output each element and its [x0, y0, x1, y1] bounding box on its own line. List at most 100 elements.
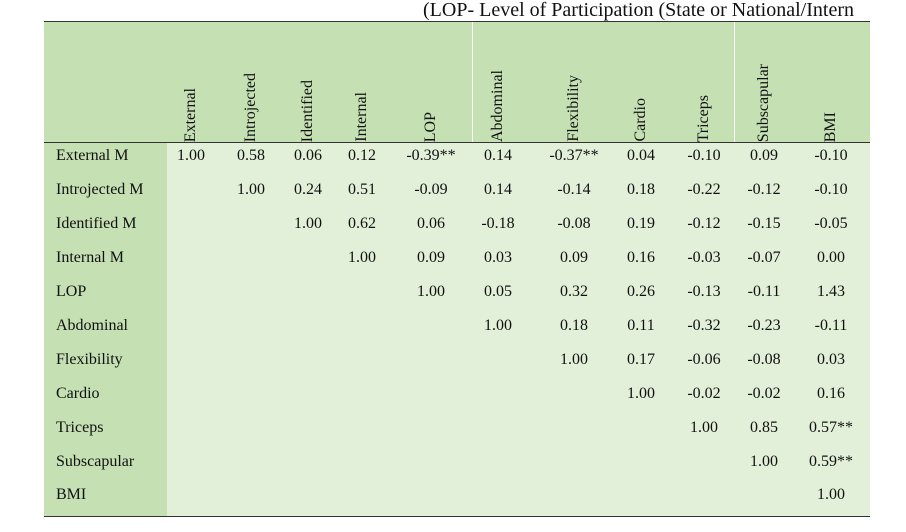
- table-cell: 0.03: [817, 351, 845, 368]
- table-cell: -0.06: [687, 351, 721, 368]
- table-cell: 0.59**: [809, 453, 853, 470]
- table-cell: -0.02: [747, 385, 781, 402]
- table-cell: -0.05: [814, 215, 848, 232]
- table-header: [44, 22, 870, 143]
- table-cell: 0.03: [484, 249, 512, 266]
- table-cell: -0.18: [481, 215, 515, 232]
- table-cell: -0.32: [687, 317, 721, 334]
- table-cell: 1.00: [294, 215, 322, 232]
- column-header-label: External: [182, 87, 199, 142]
- column-header: BMI: [822, 22, 840, 142]
- table-cell: 0.85: [750, 419, 778, 436]
- table-cell: 0.12: [348, 147, 376, 164]
- column-header-label: Identified: [299, 79, 316, 142]
- table-cell: 0.11: [627, 317, 655, 334]
- row-label: LOP: [56, 283, 87, 300]
- column-header: Identified: [299, 22, 317, 142]
- table-cell: -0.39**: [406, 147, 456, 164]
- table-cell: 0.57**: [809, 419, 853, 436]
- table-cell: -0.12: [687, 215, 721, 232]
- table-cell: 0.05: [484, 283, 512, 300]
- table-cell: -0.08: [557, 215, 591, 232]
- header-divider: [734, 22, 735, 142]
- column-header-label: Internal: [353, 92, 370, 142]
- table-cell: 1.00: [348, 249, 376, 266]
- row-label: External M: [56, 147, 129, 164]
- table-cell: 0.09: [560, 249, 588, 266]
- row-label: BMI: [56, 486, 87, 503]
- table-cell: 1.00: [177, 147, 205, 164]
- table-cell: 1.00: [627, 385, 655, 402]
- table-cell: -0.07: [747, 249, 781, 266]
- table-cell: -0.22: [687, 181, 721, 198]
- table-cell: -0.37**: [549, 147, 599, 164]
- column-header-label: Triceps: [695, 94, 712, 142]
- table-cell: 0.19: [627, 215, 655, 232]
- column-header: LOP: [422, 22, 440, 142]
- table-cell: 0.58: [237, 147, 265, 164]
- table-cell: -0.15: [747, 215, 781, 232]
- column-header: Triceps: [695, 22, 713, 142]
- column-header-label: Introjected: [242, 72, 259, 142]
- table-cell: 0.04: [627, 147, 655, 164]
- table-cell: 0.16: [627, 249, 655, 266]
- table-cell: 0.32: [560, 283, 588, 300]
- table-cell: -0.11: [747, 283, 781, 300]
- row-label: Introjected M: [56, 181, 144, 198]
- table-cell: 0.26: [627, 283, 655, 300]
- table-cell: -0.14: [557, 181, 591, 198]
- column-header: External: [182, 22, 200, 142]
- table-cell: 0.51: [348, 181, 376, 198]
- table-cell: 1.43: [817, 283, 845, 300]
- table-cell: 0.09: [750, 147, 778, 164]
- column-header: Internal: [353, 22, 371, 142]
- table-cell: 0.14: [484, 181, 512, 198]
- column-header: Cardio: [632, 22, 650, 142]
- column-header-label: BMI: [822, 111, 839, 142]
- column-header-label: Flexibility: [565, 75, 582, 142]
- row-label: Triceps: [56, 419, 104, 436]
- table-cell: 1.00: [560, 351, 588, 368]
- table-cell: -0.12: [747, 181, 781, 198]
- row-label: Flexibility: [56, 351, 123, 368]
- column-header-label: LOP: [422, 111, 439, 142]
- table-cell: -0.03: [687, 249, 721, 266]
- table-cell: -0.13: [687, 283, 721, 300]
- table-cell: 1.00: [417, 283, 445, 300]
- table-cell: 0.18: [627, 181, 655, 198]
- table-cell: 0.06: [294, 147, 322, 164]
- table-cell: 0.09: [417, 249, 445, 266]
- table-cell: 1.00: [484, 317, 512, 334]
- table-cell: -0.10: [814, 147, 848, 164]
- header-divider: [472, 22, 473, 142]
- table-cell: 0.16: [817, 385, 845, 402]
- table-cell: -0.08: [747, 351, 781, 368]
- row-label: Abdominal: [56, 317, 128, 334]
- row-label: Cardio: [56, 385, 100, 402]
- table-cell: 0.24: [294, 181, 322, 198]
- column-header-label: Subscapular: [755, 63, 772, 142]
- table-cell: -0.11: [814, 317, 848, 334]
- table-cell: 1.00: [237, 181, 265, 198]
- row-label: Internal M: [56, 249, 124, 266]
- column-header: Subscapular: [755, 22, 773, 142]
- table-cell: 0.14: [484, 147, 512, 164]
- table-cell: 1.00: [750, 453, 778, 470]
- column-header-label: Abdominal: [489, 70, 506, 142]
- row-label: Subscapular: [56, 453, 135, 470]
- table-cell: 0.18: [560, 317, 588, 334]
- table-caption: (LOP- Level of Participation (State or N…: [423, 0, 854, 21]
- table-cell: 0.17: [627, 351, 655, 368]
- table-cell: -0.10: [687, 147, 721, 164]
- column-header: Abdominal: [489, 22, 507, 142]
- correlation-table: External Introjected Identified Internal LOP…: [44, 21, 870, 517]
- column-header-label: Cardio: [632, 98, 649, 142]
- column-header: Introjected: [242, 22, 260, 142]
- table-cell: -0.23: [747, 317, 781, 334]
- table-cell: 0.00: [817, 249, 845, 266]
- table-cell: 0.06: [417, 215, 445, 232]
- table-cell: -0.10: [814, 181, 848, 198]
- table-cell: 1.00: [690, 419, 718, 436]
- row-label: Identified M: [56, 215, 137, 232]
- column-header: Flexibility: [565, 22, 583, 142]
